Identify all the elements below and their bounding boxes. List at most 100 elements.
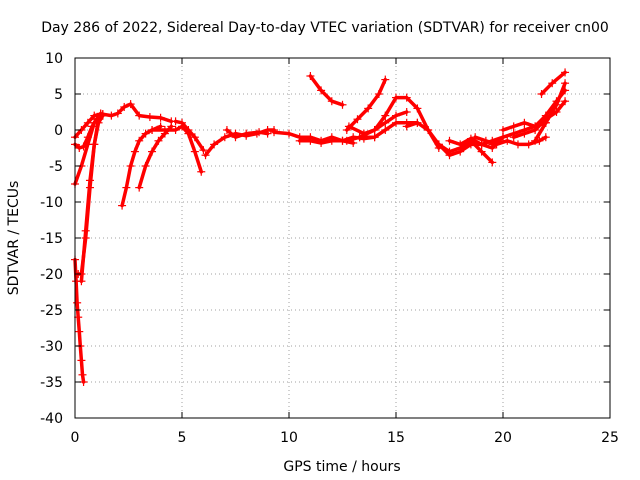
data-point [477,140,486,149]
data-point [509,122,518,131]
series-line [308,74,345,107]
data-point [548,79,557,88]
series-arc-1 [71,255,88,386]
data-point [210,140,219,149]
data-point [561,68,570,77]
y-tick-label: -10 [40,195,63,211]
data-point [342,136,351,145]
data-point [255,128,264,137]
axis-ticks: 0 5 10 15 20 25 -40 -35 -30 -25 -20 -15 -10 -5 0 5 10 [40,51,619,446]
data-point [552,108,561,116]
series-arc-10 [148,122,206,176]
x-tick-label: 0 [71,430,80,446]
data-point [184,126,193,134]
series-line [79,113,105,283]
data-point [171,117,180,126]
data-point [552,100,561,109]
data-point [242,129,251,138]
data-point [83,118,92,127]
data-point [77,277,86,286]
y-tick-label: -5 [49,159,63,175]
y-tick-label: -30 [40,339,63,355]
data-point [190,147,199,156]
y-tick-label: -25 [40,303,63,319]
data-point [531,126,540,134]
data-point [477,147,486,156]
data-point [488,140,497,149]
series-line [137,124,174,190]
x-tick-label: 15 [387,430,405,446]
data-point [75,144,84,152]
series-arc-11 [171,117,208,155]
data-point [171,126,180,134]
x-tick-label: 5 [178,430,187,446]
data-point [353,115,362,124]
data-point [338,100,347,109]
data-point [126,162,135,170]
data-point [74,313,83,322]
data-point [402,93,411,102]
data-point [541,133,550,142]
data-point [327,136,336,145]
series-arc-17 [342,75,390,134]
data-point [499,126,507,134]
y-tick-label: 0 [54,123,63,139]
data-point [79,142,88,151]
data-point [122,183,131,192]
series-arc-15 [295,136,358,147]
data-point [135,136,144,145]
data-point [445,136,454,145]
data-point [424,126,433,134]
data-point [306,136,315,145]
data-point [148,147,157,156]
data-point [154,136,163,145]
x-tick-label: 20 [494,430,512,446]
data-point [392,118,400,127]
data-point [126,100,135,109]
data-point [118,201,127,210]
data-point [370,133,379,142]
data-point [130,147,139,156]
data-point [381,75,390,84]
data-point [75,327,84,336]
series-arc-3 [77,111,107,286]
data-point [513,140,522,149]
data-point [73,298,82,307]
grid-lines [75,58,610,418]
data-point [98,110,107,119]
data-point [148,126,157,134]
data-point [364,104,373,113]
data-point [285,129,293,138]
data-point [135,183,144,192]
data-point [503,136,512,145]
data-point [541,115,550,124]
data-point [145,113,154,122]
data-point [445,147,454,156]
series-arc-29 [509,97,570,142]
data-point [381,126,390,134]
data-point [88,122,97,131]
data-point [374,90,383,98]
data-point [402,122,411,131]
data-point [561,97,570,106]
data-point [199,146,208,155]
data-point [481,136,490,145]
data-point [270,128,279,137]
data-point [381,111,390,120]
y-tick-label: 5 [54,87,63,103]
data-point [537,90,546,98]
data-point [135,111,144,120]
series-arc-12 [201,126,279,160]
series-arc-8 [118,122,165,210]
data-point [317,138,326,147]
data-point [120,102,129,111]
data-point [83,133,92,142]
data-point [392,111,400,120]
series-arc-28 [537,68,570,98]
series-arc-9 [135,122,176,192]
data-point [561,79,570,88]
data-point [263,129,272,138]
data-point [178,118,186,127]
y-tick-label: -20 [40,267,63,283]
data-point [160,126,169,134]
